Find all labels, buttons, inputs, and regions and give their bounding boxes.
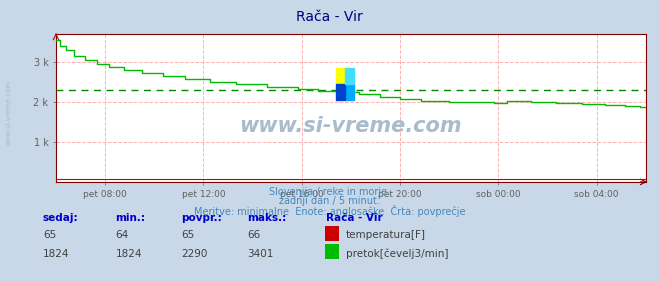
Text: Slovenija / reke in morje.: Slovenija / reke in morje.	[269, 187, 390, 197]
Text: pretok[čevelj3/min]: pretok[čevelj3/min]	[346, 248, 449, 259]
Bar	[345, 68, 354, 84]
Text: 1824: 1824	[115, 249, 142, 259]
Text: temperatura[F]: temperatura[F]	[346, 230, 426, 240]
Text: 1824: 1824	[43, 249, 69, 259]
Text: maks.:: maks.:	[247, 213, 287, 223]
Text: zadnji dan / 5 minut.: zadnji dan / 5 minut.	[279, 196, 380, 206]
Text: povpr.:: povpr.:	[181, 213, 222, 223]
Text: 64: 64	[115, 230, 129, 240]
Text: 2290: 2290	[181, 249, 208, 259]
Text: Rača - Vir: Rača - Vir	[296, 10, 363, 24]
Bar	[336, 68, 345, 84]
Bar	[336, 84, 345, 100]
Bar	[345, 84, 354, 100]
Text: Meritve: minimalne  Enote: anglosaške  Črta: povprečje: Meritve: minimalne Enote: anglosaške Črt…	[194, 205, 465, 217]
Text: sedaj:: sedaj:	[43, 213, 78, 223]
Text: 65: 65	[43, 230, 56, 240]
Text: Rača - Vir: Rača - Vir	[326, 213, 383, 223]
Text: min.:: min.:	[115, 213, 146, 223]
Text: 3401: 3401	[247, 249, 273, 259]
Text: www.si-vreme.com: www.si-vreme.com	[240, 116, 462, 136]
Text: 66: 66	[247, 230, 260, 240]
Text: www.si-vreme.com: www.si-vreme.com	[5, 80, 12, 146]
Text: 65: 65	[181, 230, 194, 240]
